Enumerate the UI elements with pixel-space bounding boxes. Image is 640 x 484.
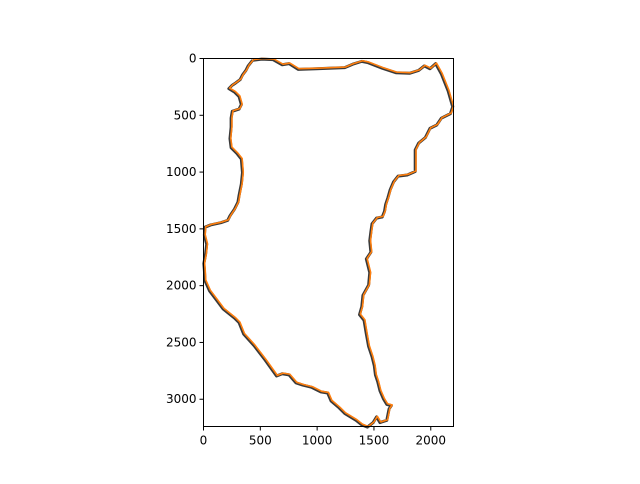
x-tick-label: 1000 — [302, 434, 333, 448]
series-line-1 — [202, 57, 455, 429]
x-tick-label: 0 — [200, 434, 208, 448]
series-line-2 — [203, 57, 455, 428]
x-tick-label: 500 — [249, 434, 272, 448]
y-tick-label: 0 — [189, 52, 197, 66]
x-tick-label: 2000 — [415, 434, 446, 448]
series-layer — [202, 57, 455, 429]
y-tick-label: 500 — [174, 108, 197, 122]
x-tick-label: 1500 — [359, 434, 390, 448]
y-tick-label: 1500 — [166, 222, 197, 236]
y-tick-label: 2500 — [166, 335, 197, 349]
plot-frame — [203, 58, 454, 427]
y-tick-label: 1000 — [166, 165, 197, 179]
x-axis-ticks: 0 500 1000 1500 2000 — [200, 426, 446, 448]
y-tick-label: 2000 — [166, 279, 197, 293]
y-tick-label: 3000 — [166, 392, 197, 406]
y-axis-ticks: 0 500 1000 1500 2000 2500 3000 — [166, 52, 204, 406]
